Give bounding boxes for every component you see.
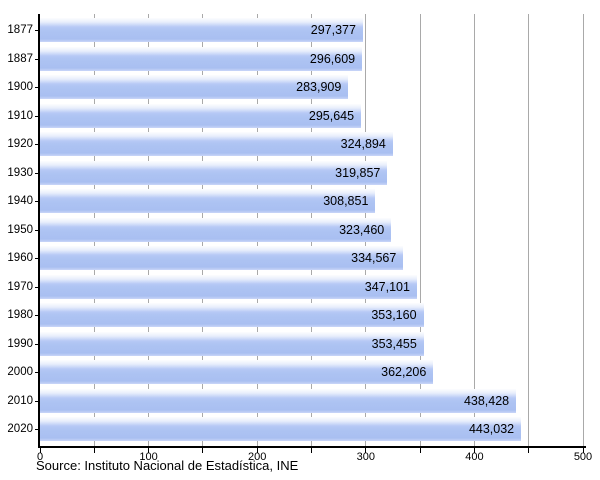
bar-value-label: 334,567 (351, 251, 397, 266)
x-axis-label-400: 400 (465, 451, 484, 463)
x-axis-label-0: 0 (36, 451, 44, 463)
x-axis-tick (148, 448, 150, 453)
bar-value-label: 438,428 (463, 393, 510, 408)
bar-value-label: 362,206 (381, 365, 427, 380)
category-label-1940: 1940 (7, 195, 33, 208)
gridline (419, 14, 421, 447)
x-axis-tick (473, 448, 475, 453)
x-axis-line (38, 446, 586, 448)
gridline (528, 14, 530, 447)
y-axis-tick (35, 30, 38, 31)
x-axis-tick (365, 448, 367, 453)
x-axis-label-500: 500 (573, 451, 593, 463)
category-label-1910: 1910 (7, 109, 33, 122)
bar-1940: 308,851 (40, 189, 376, 214)
bar-1920: 324,894 (40, 132, 393, 157)
y-axis-tick (35, 115, 38, 117)
bar-value-label: 308,851 (323, 194, 369, 209)
category-label-1960: 1960 (7, 252, 33, 265)
bar-1980: 353,160 (40, 303, 424, 328)
category-label-2010: 2010 (7, 394, 33, 407)
x-axis-tick (93, 448, 95, 453)
bar-1887: 296,609 (40, 46, 363, 71)
category-label-1990: 1990 (7, 337, 33, 350)
bar-1910: 295,645 (40, 103, 362, 128)
bar-2020: 443,032 (40, 417, 522, 442)
bar-value-label: 443,032 (468, 422, 515, 437)
bar-1900: 283,909 (40, 75, 349, 100)
source-note: Source: Instituto Nacional de Estadístic… (36, 458, 299, 473)
y-axis-tick (35, 172, 38, 174)
y-axis-tick (35, 258, 38, 260)
bar-1950: 323,460 (40, 217, 392, 242)
x-axis-tick (528, 448, 530, 453)
y-axis-tick (35, 201, 38, 203)
x-axis-tick (582, 448, 584, 453)
y-axis-line (38, 14, 40, 448)
y-axis-tick (35, 58, 38, 60)
category-label-2000: 2000 (7, 366, 33, 379)
bar-value-label: 283,909 (296, 80, 342, 95)
bar-2000: 362,206 (40, 360, 434, 385)
gridline (473, 14, 475, 447)
bar-1877: 297,377 (40, 18, 363, 42)
x-axis-tick (39, 448, 41, 453)
plot-area: 297,377 296,609 283,909 295,645 324,894 319,8… (40, 14, 584, 447)
x-axis-tick (311, 448, 312, 453)
bar-1990: 353,455 (40, 331, 424, 356)
category-label-1900: 1900 (7, 81, 33, 94)
x-axis-tick (419, 448, 421, 453)
y-axis-tick (35, 286, 38, 288)
bar-1970: 347,101 (40, 274, 417, 299)
bar-1930: 319,857 (40, 160, 388, 185)
category-label-1930: 1930 (7, 166, 33, 179)
y-axis-tick (35, 400, 38, 402)
bar-value-label: 347,101 (364, 279, 410, 294)
x-axis-label-100: 100 (139, 451, 158, 463)
x-axis-label-200: 200 (248, 451, 267, 463)
category-label-1970: 1970 (7, 280, 33, 293)
bar-value-label: 297,377 (310, 23, 356, 37)
y-axis-tick (35, 229, 38, 231)
x-axis-label-300: 300 (356, 451, 375, 463)
bar-value-label: 296,609 (309, 51, 356, 66)
y-axis-tick (35, 343, 38, 345)
bar-value-label: 323,460 (339, 222, 385, 237)
category-label-2020: 2020 (7, 423, 33, 436)
category-label-1980: 1980 (7, 309, 33, 322)
bar-value-label: 295,645 (308, 108, 355, 123)
bar-value-label: 353,160 (371, 308, 417, 323)
bar-value-label: 324,894 (340, 137, 386, 152)
y-axis-tick (35, 144, 38, 146)
y-axis-tick (35, 315, 38, 317)
y-axis-tick (35, 372, 38, 374)
bar-1960: 334,567 (40, 246, 404, 271)
category-label-1887: 1887 (7, 52, 33, 65)
gridline (582, 14, 584, 447)
bar-value-label: 353,455 (371, 336, 417, 351)
x-axis-tick (202, 448, 204, 453)
bar-2010: 438,428 (40, 388, 517, 413)
category-label-1920: 1920 (7, 138, 33, 151)
bar-value-label: 319,857 (335, 165, 381, 180)
x-axis-tick (256, 448, 258, 453)
category-label-1950: 1950 (7, 223, 33, 236)
y-axis-tick (35, 429, 38, 431)
category-label-1877: 1877 (7, 24, 33, 36)
y-axis-tick (35, 87, 38, 89)
